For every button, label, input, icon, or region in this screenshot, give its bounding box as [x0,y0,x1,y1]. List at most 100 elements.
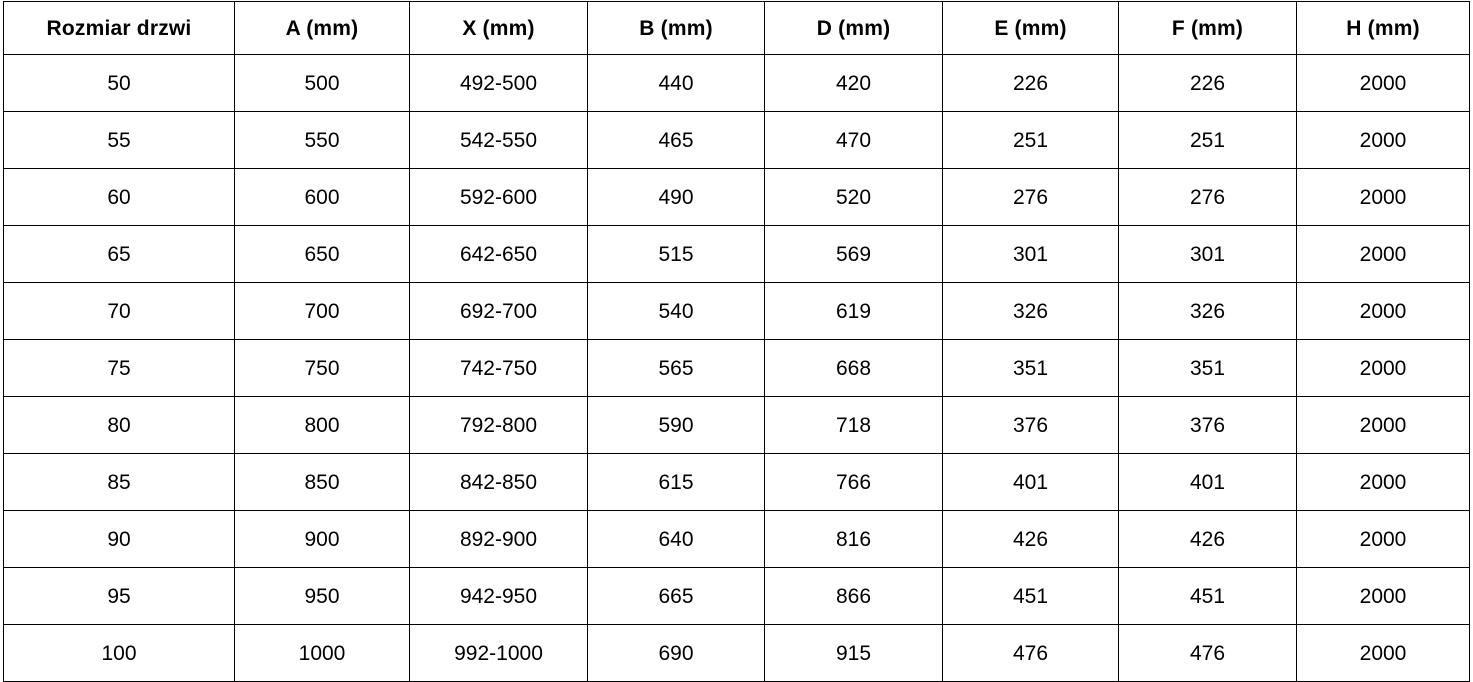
door-size-specification-table: Rozmiar drzwi A (mm) X (mm) B (mm) D (mm… [3,1,1470,682]
table-row: 75 750 742-750 565 668 351 351 2000 [3,339,1470,397]
table-header: Rozmiar drzwi A (mm) X (mm) B (mm) D (mm… [3,1,1470,55]
cell-x: 642-650 [409,225,588,283]
cell-b: 690 [587,624,765,682]
cell-a: 600 [234,168,410,226]
cell-h: 2000 [1296,453,1470,511]
table-header-row: Rozmiar drzwi A (mm) X (mm) B (mm) D (mm… [3,1,1470,55]
table-body: 50 500 492-500 440 420 226 226 2000 55 5… [3,54,1470,682]
table-row: 100 1000 992-1000 690 915 476 476 2000 [3,624,1470,682]
column-header-h-mm: H (mm) [1296,1,1470,55]
cell-a: 800 [234,396,410,454]
table-row: 50 500 492-500 440 420 226 226 2000 [3,54,1470,112]
table-row: 65 650 642-650 515 569 301 301 2000 [3,225,1470,283]
table-row: 60 600 592-600 490 520 276 276 2000 [3,168,1470,226]
cell-x: 742-750 [409,339,588,397]
table-row: 95 950 942-950 665 866 451 451 2000 [3,567,1470,625]
cell-h: 2000 [1296,54,1470,112]
cell-rozmiar-drzwi: 80 [3,396,235,454]
cell-f: 301 [1118,225,1297,283]
cell-x: 842-850 [409,453,588,511]
cell-h: 2000 [1296,168,1470,226]
column-header-f-mm: F (mm) [1118,1,1297,55]
cell-d: 718 [764,396,943,454]
cell-h: 2000 [1296,111,1470,169]
cell-rozmiar-drzwi: 90 [3,510,235,568]
cell-e: 351 [942,339,1119,397]
cell-h: 2000 [1296,624,1470,682]
cell-x: 892-900 [409,510,588,568]
cell-e: 276 [942,168,1119,226]
cell-e: 226 [942,54,1119,112]
cell-f: 376 [1118,396,1297,454]
cell-f: 426 [1118,510,1297,568]
cell-h: 2000 [1296,339,1470,397]
column-header-rozmiar-drzwi: Rozmiar drzwi [3,1,235,55]
cell-d: 619 [764,282,943,340]
cell-a: 550 [234,111,410,169]
cell-x: 592-600 [409,168,588,226]
cell-a: 950 [234,567,410,625]
cell-rozmiar-drzwi: 65 [3,225,235,283]
cell-d: 520 [764,168,943,226]
cell-f: 476 [1118,624,1297,682]
cell-d: 816 [764,510,943,568]
cell-a: 1000 [234,624,410,682]
cell-d: 420 [764,54,943,112]
cell-rozmiar-drzwi: 60 [3,168,235,226]
table-row: 70 700 692-700 540 619 326 326 2000 [3,282,1470,340]
column-header-d-mm: D (mm) [764,1,943,55]
cell-f: 401 [1118,453,1297,511]
cell-b: 465 [587,111,765,169]
table-row: 80 800 792-800 590 718 376 376 2000 [3,396,1470,454]
cell-e: 401 [942,453,1119,511]
cell-f: 326 [1118,282,1297,340]
column-header-a-mm: A (mm) [234,1,410,55]
cell-e: 326 [942,282,1119,340]
cell-h: 2000 [1296,396,1470,454]
cell-b: 490 [587,168,765,226]
cell-b: 565 [587,339,765,397]
cell-f: 251 [1118,111,1297,169]
cell-a: 700 [234,282,410,340]
cell-b: 665 [587,567,765,625]
cell-a: 500 [234,54,410,112]
cell-a: 650 [234,225,410,283]
cell-b: 590 [587,396,765,454]
cell-e: 451 [942,567,1119,625]
cell-b: 440 [587,54,765,112]
cell-b: 640 [587,510,765,568]
cell-a: 850 [234,453,410,511]
cell-x: 492-500 [409,54,588,112]
cell-h: 2000 [1296,567,1470,625]
cell-rozmiar-drzwi: 70 [3,282,235,340]
cell-e: 426 [942,510,1119,568]
cell-b: 540 [587,282,765,340]
cell-rozmiar-drzwi: 95 [3,567,235,625]
cell-d: 470 [764,111,943,169]
cell-rozmiar-drzwi: 85 [3,453,235,511]
cell-rozmiar-drzwi: 55 [3,111,235,169]
cell-e: 376 [942,396,1119,454]
cell-rozmiar-drzwi: 50 [3,54,235,112]
table-row: 90 900 892-900 640 816 426 426 2000 [3,510,1470,568]
column-header-e-mm: E (mm) [942,1,1119,55]
table-row: 85 850 842-850 615 766 401 401 2000 [3,453,1470,511]
cell-b: 515 [587,225,765,283]
cell-e: 301 [942,225,1119,283]
cell-b: 615 [587,453,765,511]
cell-h: 2000 [1296,225,1470,283]
cell-d: 569 [764,225,943,283]
cell-d: 668 [764,339,943,397]
cell-x: 792-800 [409,396,588,454]
cell-rozmiar-drzwi: 75 [3,339,235,397]
cell-f: 226 [1118,54,1297,112]
cell-rozmiar-drzwi: 100 [3,624,235,682]
cell-x: 542-550 [409,111,588,169]
door-size-specification-table-container: Rozmiar drzwi A (mm) X (mm) B (mm) D (mm… [3,1,1470,682]
cell-h: 2000 [1296,510,1470,568]
table-row: 55 550 542-550 465 470 251 251 2000 [3,111,1470,169]
cell-a: 750 [234,339,410,397]
cell-f: 351 [1118,339,1297,397]
cell-x: 692-700 [409,282,588,340]
cell-h: 2000 [1296,282,1470,340]
